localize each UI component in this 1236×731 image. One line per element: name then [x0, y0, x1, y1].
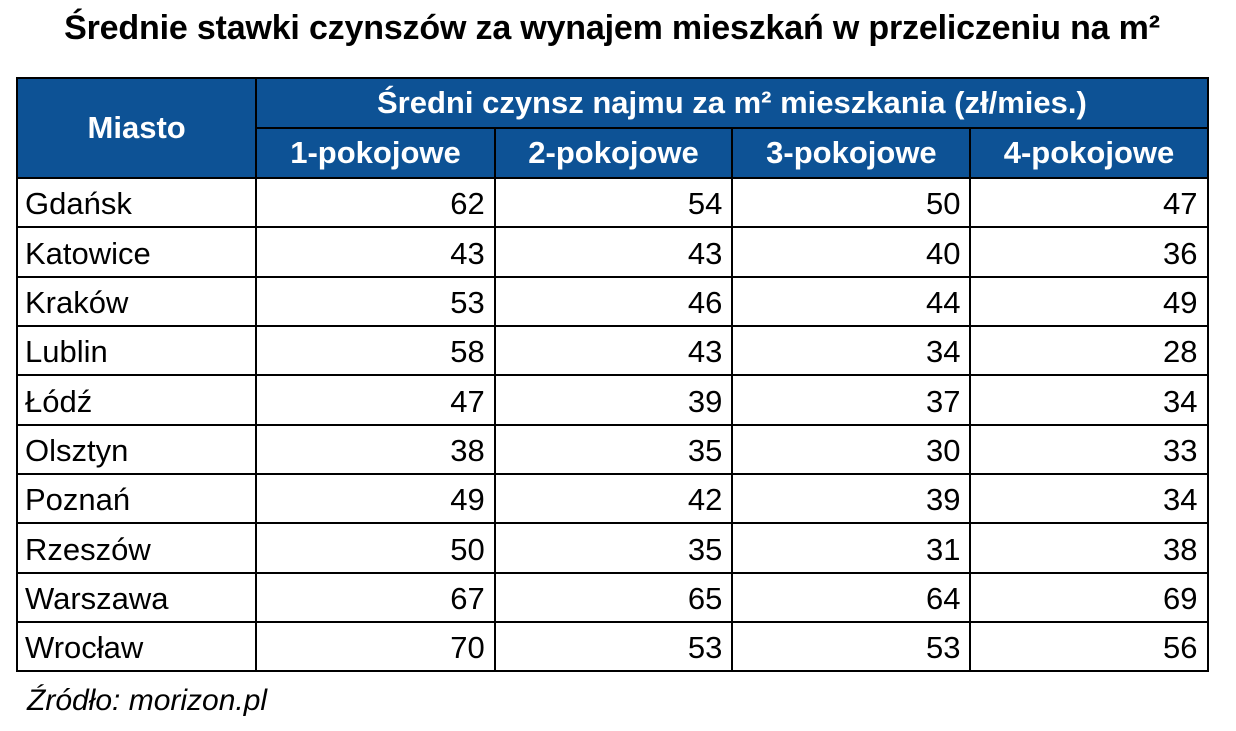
value-cell: 43 — [493, 226, 734, 278]
table-row: Olsztyn 38 35 30 33 — [15, 423, 1209, 476]
value-cell: 53 — [255, 275, 496, 328]
city-cell: Olsztyn — [15, 423, 258, 476]
value-cell: 65 — [493, 571, 734, 624]
value-cell: 38 — [969, 522, 1209, 574]
table-row: Łódź 47 39 37 34 — [15, 374, 1209, 426]
value-cell: 42 — [493, 473, 734, 525]
city-cell: Katowice — [15, 226, 258, 278]
city-cell: Lublin — [15, 325, 258, 377]
column-header-1-pokojowe: 1-pokojowe — [255, 127, 496, 179]
table-row: Gdańsk 62 54 50 47 — [15, 176, 1209, 229]
table-row: Warszawa 67 65 64 69 — [15, 571, 1209, 624]
value-cell: 64 — [731, 571, 972, 624]
value-cell: 69 — [969, 571, 1209, 624]
value-cell: 35 — [493, 522, 734, 574]
city-cell: Kraków — [15, 275, 258, 328]
figure-title: Średnie stawki czynszów za wynajem miesz… — [64, 9, 1160, 47]
column-header-4-pokojowe: 4-pokojowe — [969, 127, 1209, 179]
value-cell: 31 — [731, 522, 972, 574]
value-cell: 44 — [731, 275, 972, 328]
table-header: Miasto Średni czynsz najmu za m² mieszka… — [15, 77, 1209, 179]
value-cell: 43 — [493, 325, 734, 377]
value-cell: 34 — [731, 325, 972, 377]
value-cell: 47 — [255, 374, 496, 426]
value-cell: 58 — [255, 325, 496, 377]
value-cell: 34 — [969, 473, 1209, 525]
value-cell: 34 — [969, 374, 1209, 426]
table-row: Katowice 43 43 40 36 — [15, 226, 1209, 278]
column-header-2-pokojowe: 2-pokojowe — [493, 127, 734, 179]
value-cell: 39 — [493, 374, 734, 426]
value-cell: 37 — [731, 374, 972, 426]
column-header-city: Miasto — [15, 77, 258, 179]
value-cell: 49 — [255, 473, 496, 525]
city-cell: Łódź — [15, 374, 258, 426]
table-body: Gdańsk 62 54 50 47 Katowice 43 43 40 36 Kraków 53 46… — [15, 176, 1209, 673]
value-cell: 50 — [255, 522, 496, 574]
value-cell: 62 — [255, 176, 496, 229]
value-cell: 28 — [969, 325, 1209, 377]
table-row: Lublin 58 43 34 28 — [15, 325, 1209, 377]
value-cell: 33 — [969, 423, 1209, 476]
table-group-header: Średni czynsz najmu za m² mieszkania (zł… — [255, 77, 1209, 129]
value-cell: 36 — [969, 226, 1209, 278]
value-cell: 67 — [255, 571, 496, 624]
value-cell: 70 — [255, 621, 496, 673]
city-cell: Wrocław — [15, 621, 258, 673]
value-cell: 39 — [731, 473, 972, 525]
value-cell: 43 — [255, 226, 496, 278]
value-cell: 38 — [255, 423, 496, 476]
column-header-3-pokojowe: 3-pokojowe — [731, 127, 972, 179]
table-row: Poznań 49 42 39 34 — [15, 473, 1209, 525]
city-cell: Rzeszów — [15, 522, 258, 574]
city-cell: Poznań — [15, 473, 258, 525]
value-cell: 47 — [969, 176, 1209, 229]
rent-table: Miasto Średni czynsz najmu za m² mieszka… — [15, 77, 1209, 673]
table-row: Rzeszów 50 35 31 38 — [15, 522, 1209, 574]
value-cell: 35 — [493, 423, 734, 476]
value-cell: 53 — [731, 621, 972, 673]
table-row: Kraków 53 46 44 49 — [15, 275, 1209, 328]
value-cell: 49 — [969, 275, 1209, 328]
value-cell: 54 — [493, 176, 734, 229]
city-cell: Gdańsk — [15, 176, 258, 229]
value-cell: 56 — [969, 621, 1209, 673]
value-cell: 53 — [493, 621, 734, 673]
value-cell: 40 — [731, 226, 972, 278]
value-cell: 30 — [731, 423, 972, 476]
table-row: Wrocław 70 53 53 56 — [15, 621, 1209, 673]
source-note: Źródło: morizon.pl — [27, 684, 268, 717]
value-cell: 50 — [731, 176, 972, 229]
value-cell: 46 — [493, 275, 734, 328]
city-cell: Warszawa — [15, 571, 258, 624]
